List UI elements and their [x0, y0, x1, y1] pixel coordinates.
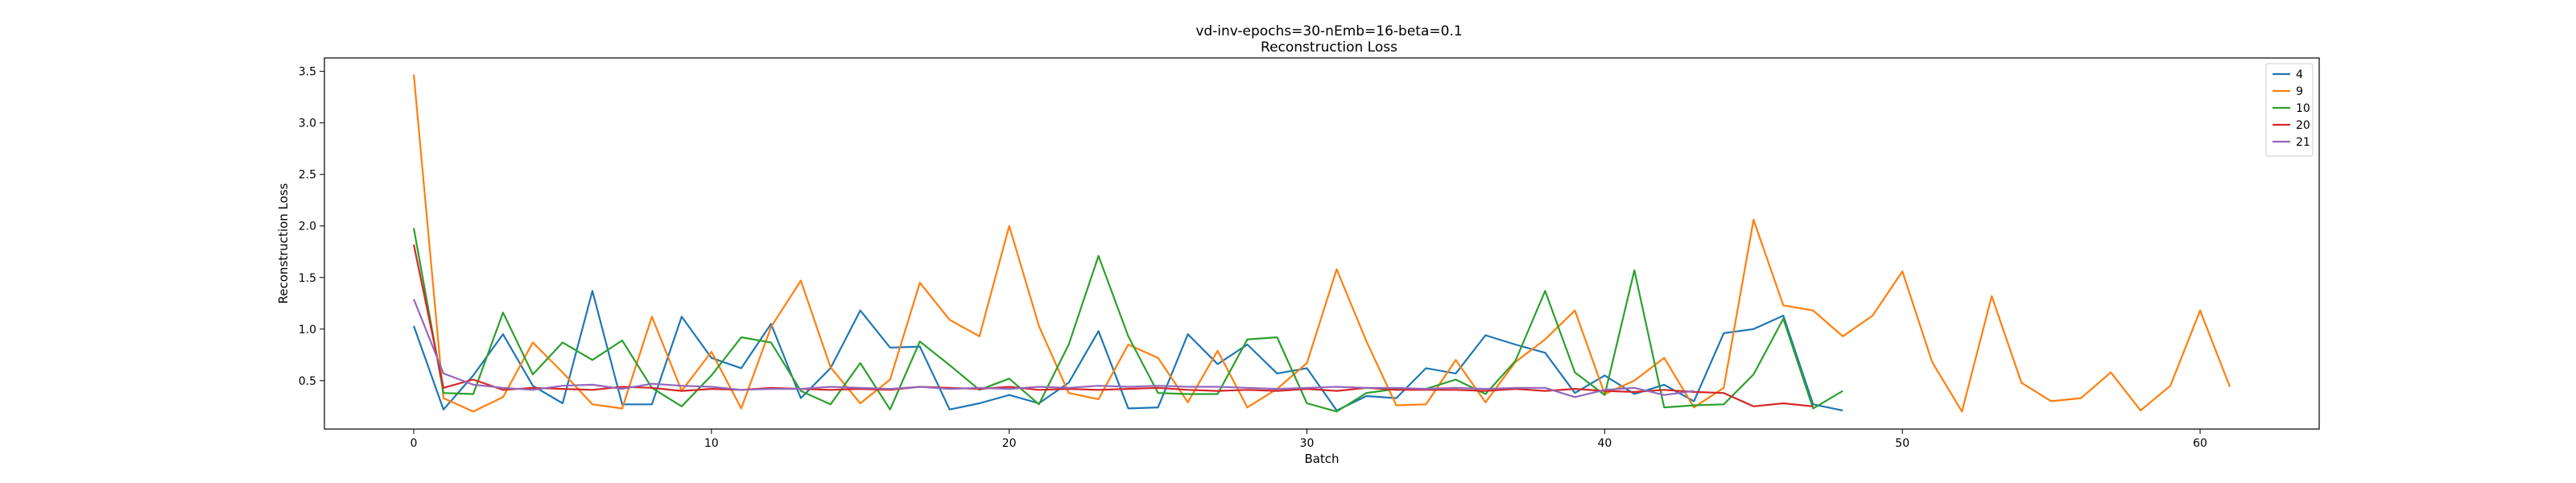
y-tick-label: 3.0	[299, 118, 316, 130]
series-line-4	[412, 290, 1843, 411]
x-tick-label: 40	[1597, 437, 1612, 450]
series-line-21	[412, 299, 1695, 398]
y-tick-label: 2.0	[299, 221, 316, 233]
x-tick-label: 0	[410, 437, 417, 450]
x-tick-label: 30	[1300, 437, 1315, 450]
y-tick-label: 3.5	[299, 66, 316, 79]
legend-box	[2265, 63, 2314, 157]
legend-label-20: 20	[2296, 119, 2310, 132]
y-tick-label: 2.5	[299, 169, 316, 182]
x-tick-label: 10	[704, 437, 719, 450]
x-tick-label: 60	[2193, 437, 2207, 450]
legend-label-10: 10	[2296, 102, 2310, 115]
y-tick-label: 0.5	[299, 375, 316, 388]
legend-label-4: 4	[2296, 68, 2303, 81]
y-axis-title: Reconstruction Loss	[276, 183, 291, 303]
chart-title: vd-inv-epochs=30-nEmb=16-beta=0.1	[1195, 23, 1462, 39]
y-tick-label: 1.5	[299, 272, 316, 285]
series-line-20	[412, 244, 1814, 407]
plot-area-frame	[324, 57, 2320, 430]
x-axis-title: Batch	[1304, 452, 1339, 466]
y-tick-label: 1.0	[299, 324, 316, 336]
x-tick-label: 20	[1002, 437, 1017, 450]
series-layer	[412, 74, 2231, 413]
legend: 4 9 10 20 21	[2265, 63, 2314, 157]
chart-subtitle: Reconstruction Loss	[1261, 39, 1397, 56]
axis-layer: 0 10 20 30 40 50 60 0.5 1.0 1.5 2.0 2.5 3.0 3.5	[299, 66, 2207, 450]
legend-label-9: 9	[2296, 85, 2303, 98]
series-line-9	[412, 74, 2231, 413]
legend-label-21: 21	[2296, 136, 2310, 149]
x-tick-label: 50	[1895, 437, 1909, 450]
